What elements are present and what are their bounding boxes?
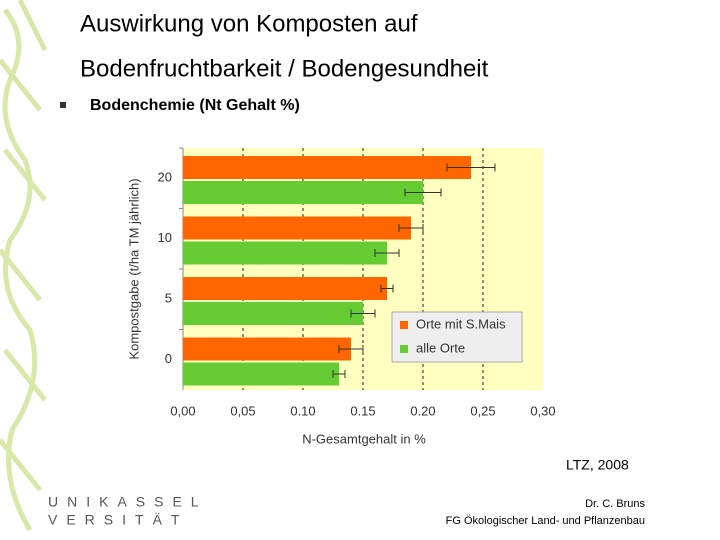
bar	[183, 337, 351, 361]
bullet-mark	[60, 102, 66, 108]
legend-swatch	[400, 321, 408, 329]
slide-title: Bodenfruchtbarkeit / Bodengesundheit	[80, 55, 489, 82]
author: Dr. C. Bruns	[585, 498, 645, 510]
bar	[183, 181, 423, 204]
bullet-text: Bodenchemie (Nt Gehalt %)	[90, 97, 300, 114]
x-tick-label: 0,25	[470, 403, 495, 418]
x-tick-label: 0.20	[410, 403, 435, 418]
x-axis-label: N-Gesamtgehalt in %	[302, 431, 426, 446]
legend-box	[391, 311, 523, 363]
x-tick-label: 0,30	[530, 403, 555, 418]
x-tick-label: 0.10	[290, 403, 315, 418]
y-tick-label: 10	[158, 230, 172, 245]
legend-label: Orte mit S.Mais	[416, 316, 506, 331]
logo: UNIKASSEL	[48, 494, 208, 510]
y-tick-label: 20	[158, 170, 172, 185]
bar	[183, 216, 411, 240]
decoration	[0, 0, 48, 532]
department: FG Ökologischer Land- und Pflanzenbau	[446, 515, 645, 527]
error-bar	[398, 224, 424, 232]
legend-swatch	[400, 345, 408, 353]
bar	[183, 277, 387, 300]
y-axis-label: Kompostgabe (t/ha TM jährlich)	[126, 178, 141, 359]
error-bar	[332, 370, 346, 378]
legend-label: alle Orte	[416, 340, 465, 355]
error-bar	[446, 163, 496, 172]
bar	[183, 156, 471, 179]
source: LTZ, 2008	[566, 457, 629, 473]
x-tick-label: 0.15	[350, 403, 375, 418]
x-tick-label: 0,00	[170, 403, 195, 418]
error-bar	[404, 188, 442, 197]
error-bar	[350, 309, 376, 318]
error-bar	[338, 345, 364, 353]
x-tick-label: 0,05	[230, 403, 255, 418]
slide-title: Auswirkung von Komposten auf	[80, 10, 418, 37]
bar	[183, 362, 339, 386]
y-tick-label: 0	[165, 351, 172, 366]
bar	[183, 302, 363, 325]
bar	[183, 241, 387, 265]
y-tick-label: 5	[165, 291, 172, 306]
error-bar	[374, 249, 400, 257]
error-bar	[380, 284, 394, 293]
logo: VERSITÄT	[48, 512, 188, 528]
